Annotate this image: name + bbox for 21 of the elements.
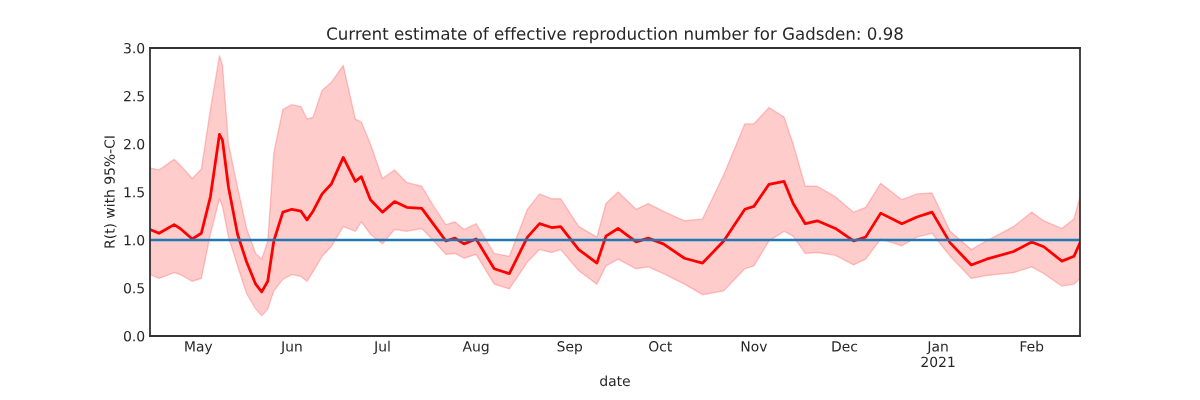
y-tick-label: 2.5: [124, 90, 144, 102]
y-tick-label: 1.0: [124, 234, 145, 246]
y-tick-label: 3.0: [124, 42, 145, 54]
y-tick-label: 2.0: [124, 138, 145, 150]
x-tick-label: Feb: [1020, 340, 1044, 352]
x-tick-label: Jul: [373, 340, 390, 355]
x-tick-label: Aug: [462, 341, 489, 355]
y-axis-title: R(t) with 95%-CI: [104, 136, 117, 248]
y-tick-label: 0.0: [123, 330, 145, 342]
chart-title: Current estimate of effective reproduction number for Gadsden: 0.98: [327, 27, 903, 44]
line-series: [150, 133, 1080, 294]
x-tick-label: Sep: [557, 341, 583, 355]
y-tick-label: 0.5: [123, 282, 144, 294]
y-tick-label: 1.5: [124, 187, 144, 198]
x-axis-title: date: [600, 375, 630, 387]
x-tick-label: Jan 2021: [921, 341, 955, 368]
x-tick-label: Jun: [280, 341, 302, 355]
x-tick-label: May: [185, 341, 213, 355]
x-tick-label: Oct: [649, 341, 672, 352]
x-tick-label: Nov: [741, 341, 768, 352]
x-tick-label: Dec: [832, 341, 858, 352]
